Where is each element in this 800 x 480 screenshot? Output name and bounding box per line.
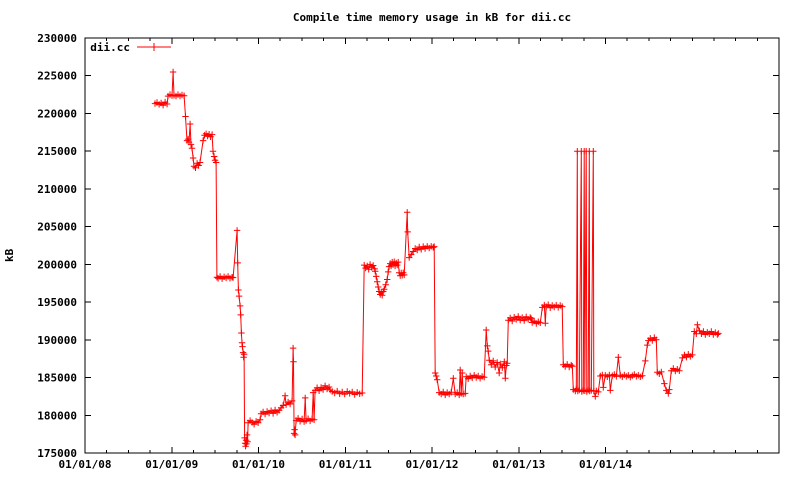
x-tick-label: 01/01/12 <box>406 458 459 471</box>
x-tick-label: 01/01/14 <box>579 458 632 471</box>
y-tick-label: 210000 <box>37 183 77 196</box>
y-tick-label: 195000 <box>37 296 77 309</box>
y-tick-label: 180000 <box>37 409 77 422</box>
data-series-markers <box>151 68 722 450</box>
y-tick-label: 220000 <box>37 107 77 120</box>
chart-title: Compile time memory usage in kB for dii.… <box>292 11 572 24</box>
data-series-line <box>154 71 719 447</box>
x-tick-label: 01/01/09 <box>145 458 198 471</box>
y-tick-label: 215000 <box>37 145 77 158</box>
y-tick-label: 185000 <box>37 372 77 385</box>
legend-plus-marker-icon <box>150 43 158 51</box>
x-tick-label: 01/01/11 <box>319 458 372 471</box>
y-tick-label: 225000 <box>37 70 77 83</box>
legend-line-sample <box>137 43 171 51</box>
x-tick-label: 01/01/13 <box>492 458 545 471</box>
y-tick-label: 200000 <box>37 258 77 271</box>
y-tick-label: 230000 <box>37 32 77 45</box>
x-tick-label: 01/01/10 <box>232 458 285 471</box>
plot-border <box>84 37 780 454</box>
legend-label: dii.cc <box>90 41 130 54</box>
y-tick-label: 190000 <box>37 334 77 347</box>
y-tick-label: 175000 <box>37 447 77 460</box>
x-tick-label: 01/01/08 <box>59 458 112 471</box>
y-tick-label: 205000 <box>37 221 77 234</box>
